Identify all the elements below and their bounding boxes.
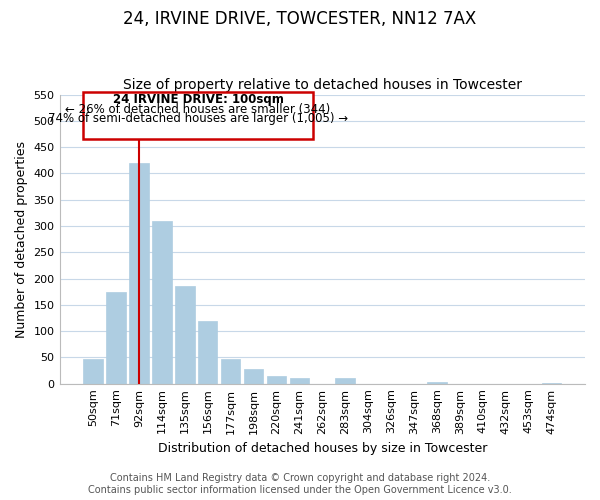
Bar bbox=[290, 378, 309, 384]
Bar bbox=[106, 292, 126, 384]
Text: 74% of semi-detached houses are larger (1,005) →: 74% of semi-detached houses are larger (… bbox=[48, 112, 348, 124]
Bar bbox=[244, 369, 263, 384]
Text: 24, IRVINE DRIVE, TOWCESTER, NN12 7AX: 24, IRVINE DRIVE, TOWCESTER, NN12 7AX bbox=[124, 10, 476, 28]
Bar bbox=[267, 376, 286, 384]
Text: 24 IRVINE DRIVE: 100sqm: 24 IRVINE DRIVE: 100sqm bbox=[113, 94, 283, 106]
X-axis label: Distribution of detached houses by size in Towcester: Distribution of detached houses by size … bbox=[158, 442, 487, 455]
Bar bbox=[198, 320, 217, 384]
Bar bbox=[542, 382, 561, 384]
Bar bbox=[129, 163, 149, 384]
Text: Contains HM Land Registry data © Crown copyright and database right 2024.
Contai: Contains HM Land Registry data © Crown c… bbox=[88, 474, 512, 495]
Bar bbox=[427, 382, 446, 384]
Y-axis label: Number of detached properties: Number of detached properties bbox=[15, 140, 28, 338]
Bar bbox=[83, 359, 103, 384]
Bar bbox=[175, 286, 194, 384]
Bar bbox=[221, 359, 241, 384]
Title: Size of property relative to detached houses in Towcester: Size of property relative to detached ho… bbox=[123, 78, 522, 92]
Text: ← 26% of detached houses are smaller (344): ← 26% of detached houses are smaller (34… bbox=[65, 103, 331, 116]
Bar bbox=[152, 220, 172, 384]
Bar bbox=[335, 378, 355, 384]
FancyBboxPatch shape bbox=[83, 92, 313, 138]
